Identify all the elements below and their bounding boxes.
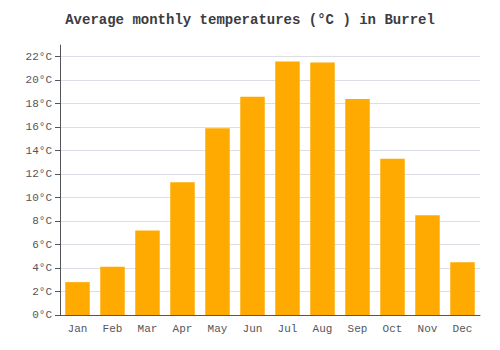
svg-text:Aug: Aug — [313, 323, 333, 335]
svg-text:Oct: Oct — [383, 323, 403, 335]
svg-text:14°C: 14°C — [26, 145, 53, 157]
svg-text:Dec: Dec — [453, 323, 473, 335]
svg-text:Jul: Jul — [278, 323, 298, 335]
svg-text:20°C: 20°C — [26, 74, 53, 86]
svg-text:Jun: Jun — [243, 323, 263, 335]
svg-text:10°C: 10°C — [26, 192, 53, 204]
svg-text:Average monthly temperatures (: Average monthly temperatures (°C ) in Bu… — [65, 12, 435, 28]
svg-text:8°C: 8°C — [32, 215, 52, 227]
svg-text:18°C: 18°C — [26, 98, 53, 110]
svg-text:16°C: 16°C — [26, 121, 53, 133]
svg-text:Feb: Feb — [103, 323, 123, 335]
svg-text:Nov: Nov — [418, 323, 438, 335]
svg-text:Jan: Jan — [68, 323, 88, 335]
svg-text:May: May — [208, 323, 228, 335]
svg-text:6°C: 6°C — [32, 239, 52, 251]
svg-text:2°C: 2°C — [32, 286, 52, 298]
svg-text:22°C: 22°C — [26, 51, 53, 63]
svg-text:Apr: Apr — [173, 323, 193, 335]
svg-text:0°C: 0°C — [32, 309, 52, 321]
svg-text:12°C: 12°C — [26, 168, 53, 180]
svg-text:4°C: 4°C — [32, 262, 52, 274]
svg-text:Sep: Sep — [348, 323, 368, 335]
svg-text:Mar: Mar — [138, 323, 158, 335]
